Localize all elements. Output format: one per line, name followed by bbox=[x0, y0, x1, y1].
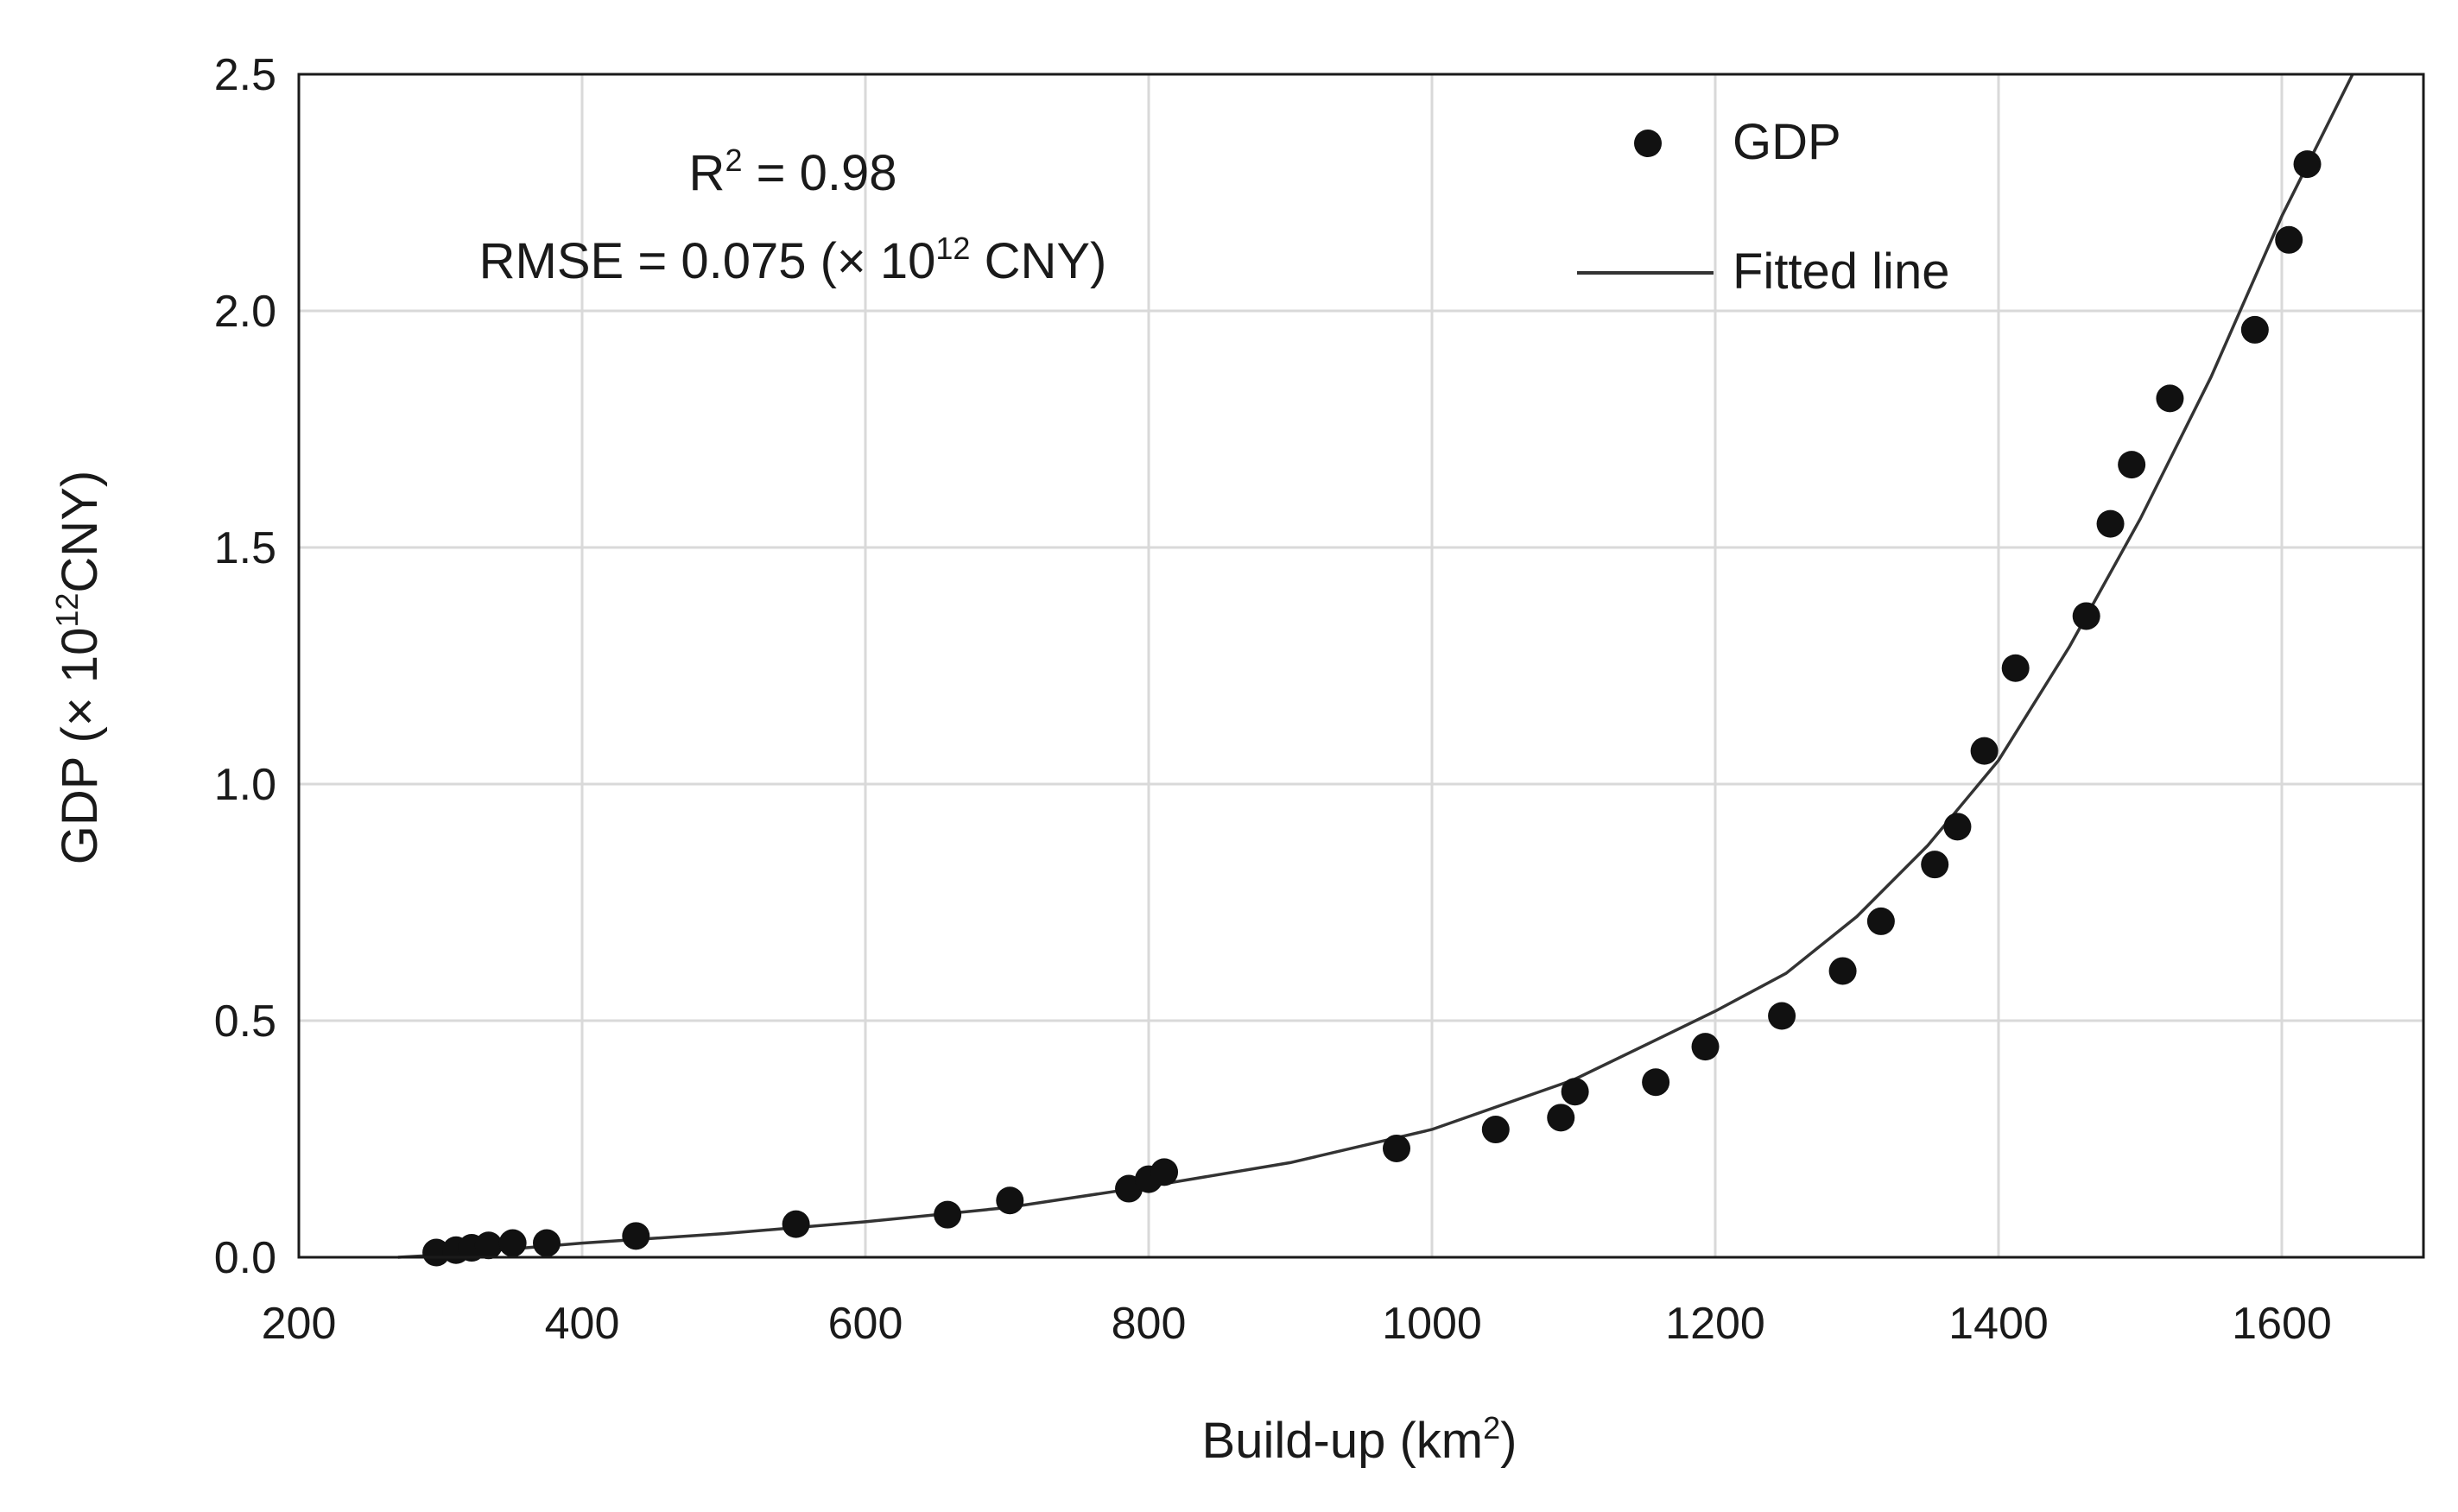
x-tick-label: 800 bbox=[1112, 1299, 1187, 1349]
fitted-line bbox=[397, 73, 2354, 1259]
gdp-point bbox=[2096, 509, 2125, 538]
y-tick-label: 2.5 bbox=[214, 50, 276, 100]
gdp-point bbox=[474, 1231, 503, 1260]
gdp-point bbox=[1150, 1158, 1179, 1186]
gdp-point bbox=[1561, 1078, 1589, 1106]
y-tick-label: 0.0 bbox=[214, 1233, 276, 1283]
legend-fitted-line-label: Fitted line bbox=[1733, 244, 1949, 300]
gdp-point bbox=[1642, 1068, 1670, 1097]
plot-frame bbox=[297, 73, 2425, 1259]
gdp-point bbox=[498, 1229, 527, 1257]
x-tick-labels: 200 400 600 800 1000 1200 1400 1600 bbox=[262, 1299, 2332, 1349]
gdp-point bbox=[2293, 150, 2322, 179]
gdp-point bbox=[1866, 907, 1895, 935]
gdp-point bbox=[1921, 851, 1949, 879]
y-tick-label: 1.5 bbox=[214, 523, 276, 573]
x-tick-label: 1200 bbox=[1665, 1299, 1765, 1349]
y-tick-label: 1.0 bbox=[214, 760, 276, 810]
gdp-point bbox=[2001, 654, 2030, 682]
x-tick-label: 400 bbox=[545, 1299, 620, 1349]
gdp-point bbox=[782, 1210, 810, 1238]
gdp-point bbox=[1970, 737, 1999, 765]
gdp-point bbox=[533, 1229, 561, 1257]
gdp-point bbox=[1943, 813, 1972, 841]
x-tick-label: 200 bbox=[262, 1299, 337, 1349]
fitted-line-layer bbox=[397, 73, 2354, 1259]
r-squared-annotation: R2 = 0.98 bbox=[689, 142, 897, 201]
gdp-point bbox=[2118, 451, 2146, 479]
gdp-point bbox=[1828, 957, 1857, 985]
gdp-point bbox=[1383, 1134, 1410, 1162]
gdp-point bbox=[996, 1186, 1024, 1215]
gdp-point bbox=[2156, 384, 2184, 413]
gdp-point bbox=[2072, 602, 2100, 630]
gdp-point bbox=[1768, 1002, 1796, 1030]
gdp-point bbox=[1481, 1116, 1510, 1144]
x-tick-label: 1400 bbox=[1948, 1299, 2049, 1349]
gdp-point bbox=[1547, 1104, 1575, 1132]
legend-gdp-label: GDP bbox=[1733, 114, 1841, 170]
gdp-point bbox=[2275, 225, 2303, 254]
x-tick-label: 1600 bbox=[2232, 1299, 2332, 1349]
gdp-point bbox=[622, 1222, 650, 1250]
y-axis-title: GDP (× 1012CNY) bbox=[49, 471, 108, 864]
gdp-point bbox=[934, 1200, 962, 1229]
grid bbox=[299, 74, 2423, 1257]
x-tick-label: 1000 bbox=[1382, 1299, 1482, 1349]
y-tick-label: 0.5 bbox=[214, 996, 276, 1047]
y-tick-labels: 0.0 0.5 1.0 1.5 2.0 2.5 bbox=[214, 50, 276, 1283]
scatter-points bbox=[422, 150, 2322, 1267]
x-tick-label: 600 bbox=[828, 1299, 903, 1349]
legend: GDP Fitted line bbox=[1577, 114, 1949, 300]
y-tick-label: 2.0 bbox=[214, 287, 276, 337]
rmse-annotation: RMSE = 0.075 (× 1012 CNY) bbox=[479, 231, 1107, 289]
legend-gdp-marker bbox=[1634, 130, 1662, 157]
x-axis-title: Build-up (km2) bbox=[1202, 1410, 1517, 1469]
gdp-point bbox=[2240, 315, 2269, 344]
gdp-point bbox=[1691, 1033, 1720, 1061]
